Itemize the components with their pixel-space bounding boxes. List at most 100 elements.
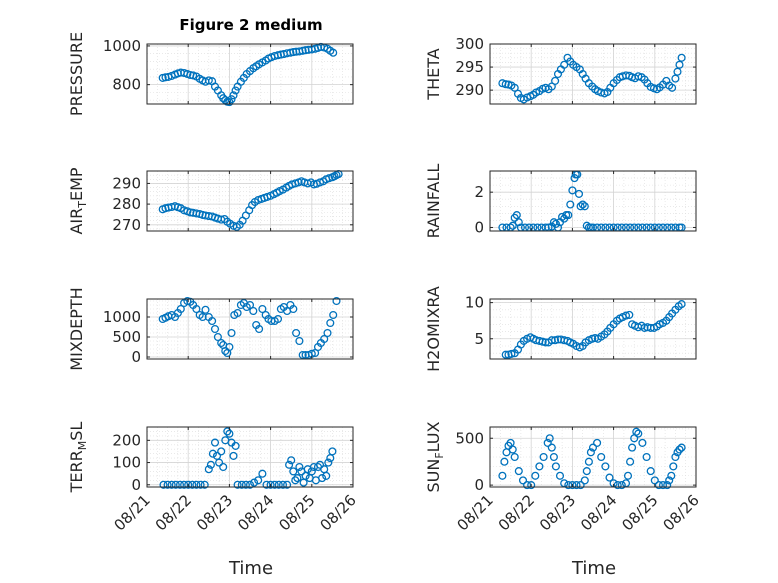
data-point <box>322 471 331 480</box>
axes-box <box>489 426 697 488</box>
data-point <box>658 481 668 490</box>
data-point <box>580 476 589 485</box>
data-point <box>545 434 554 443</box>
data-point <box>231 86 240 95</box>
data-point <box>514 218 523 227</box>
data-point <box>204 76 213 85</box>
subplot-6: 5 10 H2OMIXRA <box>424 286 697 372</box>
data-point <box>329 310 338 320</box>
data-point <box>584 457 593 466</box>
data-point <box>210 324 220 334</box>
y-axis-label: RAINFALL <box>424 164 443 239</box>
data-point <box>227 95 236 104</box>
x-tick-label: 08/26 <box>660 491 703 534</box>
x-tick-label: 08/24 <box>577 491 620 534</box>
data-point <box>663 481 672 490</box>
data-point <box>196 480 205 489</box>
subplot-2: 290 295 300 THETA <box>424 35 697 105</box>
y-tick-label: 1000 <box>103 37 141 55</box>
data-point <box>531 471 540 480</box>
data-point <box>572 481 581 490</box>
scatter-series <box>158 42 338 107</box>
y-tick-label: 200 <box>112 431 141 449</box>
data-point <box>523 481 532 490</box>
data-point <box>289 304 298 314</box>
data-point <box>564 211 573 220</box>
data-point <box>507 349 516 358</box>
data-point <box>231 441 240 450</box>
y-tick-label: 5 <box>474 330 484 348</box>
data-point <box>201 305 210 314</box>
data-point <box>501 80 510 89</box>
data-point <box>200 480 209 489</box>
data-point <box>289 467 298 476</box>
data-point <box>219 462 228 472</box>
data-point <box>258 469 267 478</box>
data-point <box>551 76 560 85</box>
y-tick-label: 500 <box>112 328 141 346</box>
data-point <box>237 480 246 489</box>
data-point <box>245 480 255 489</box>
data-point <box>250 478 259 487</box>
data-point <box>613 481 622 490</box>
data-point <box>574 189 584 198</box>
data-point <box>229 91 238 100</box>
data-point <box>283 480 292 489</box>
data-point <box>576 481 585 490</box>
data-point <box>586 448 595 457</box>
axes-box <box>146 426 354 488</box>
data-point <box>326 318 335 328</box>
data-point <box>564 481 573 490</box>
data-point <box>566 200 575 209</box>
data-point <box>233 308 242 318</box>
axes-box <box>489 170 697 232</box>
data-point <box>510 83 519 92</box>
data-point <box>285 460 294 469</box>
data-point <box>295 462 304 472</box>
data-point <box>518 476 528 485</box>
data-point <box>258 304 267 314</box>
data-point <box>213 332 222 342</box>
data-point <box>650 476 659 485</box>
data-point <box>677 300 686 309</box>
x-tick-label: 08/24 <box>234 491 277 534</box>
y-tick-label: 0 <box>474 476 484 494</box>
subplot-1: 800 1000 PRESSURE <box>67 32 354 116</box>
axes-box <box>146 170 354 232</box>
subplot-5: 0 500 1000 MIXDEPTH <box>67 287 354 371</box>
data-point <box>292 328 301 338</box>
x-axis-label-right: Time <box>571 558 616 579</box>
data-point <box>560 479 569 488</box>
data-point <box>215 458 224 467</box>
data-point <box>671 74 680 83</box>
data-point <box>241 480 250 489</box>
data-point <box>634 72 643 81</box>
data-point <box>654 481 663 490</box>
data-point <box>315 460 325 469</box>
y-axis-label: MIXDEPTH <box>67 287 86 370</box>
y-axis-label: AIRTEMP <box>67 167 89 234</box>
subplot-3: 270 280 290 AIRTEMP <box>67 167 354 235</box>
data-point <box>184 480 193 489</box>
y-tick-label: 290 <box>112 174 141 192</box>
data-point <box>669 462 678 471</box>
y-tick-label: 270 <box>112 216 141 234</box>
data-point <box>233 480 242 489</box>
axes-box <box>146 298 354 360</box>
data-point <box>677 443 686 452</box>
y-tick-label: 10 <box>465 294 484 312</box>
data-point <box>628 443 637 452</box>
data-point <box>249 306 258 316</box>
y-tick-label: 300 <box>455 35 484 53</box>
scatter-series <box>158 170 343 231</box>
y-tick-label: 0 <box>131 348 141 366</box>
data-point <box>332 296 341 306</box>
y-tick-label: 295 <box>455 58 484 76</box>
data-point <box>287 456 296 465</box>
data-point <box>307 467 316 476</box>
data-point <box>623 471 633 480</box>
y-axis-label: SUNFLUX <box>424 421 446 492</box>
data-point <box>171 480 180 489</box>
x-tick-label: 08/21 <box>111 491 154 534</box>
data-point <box>634 429 643 438</box>
